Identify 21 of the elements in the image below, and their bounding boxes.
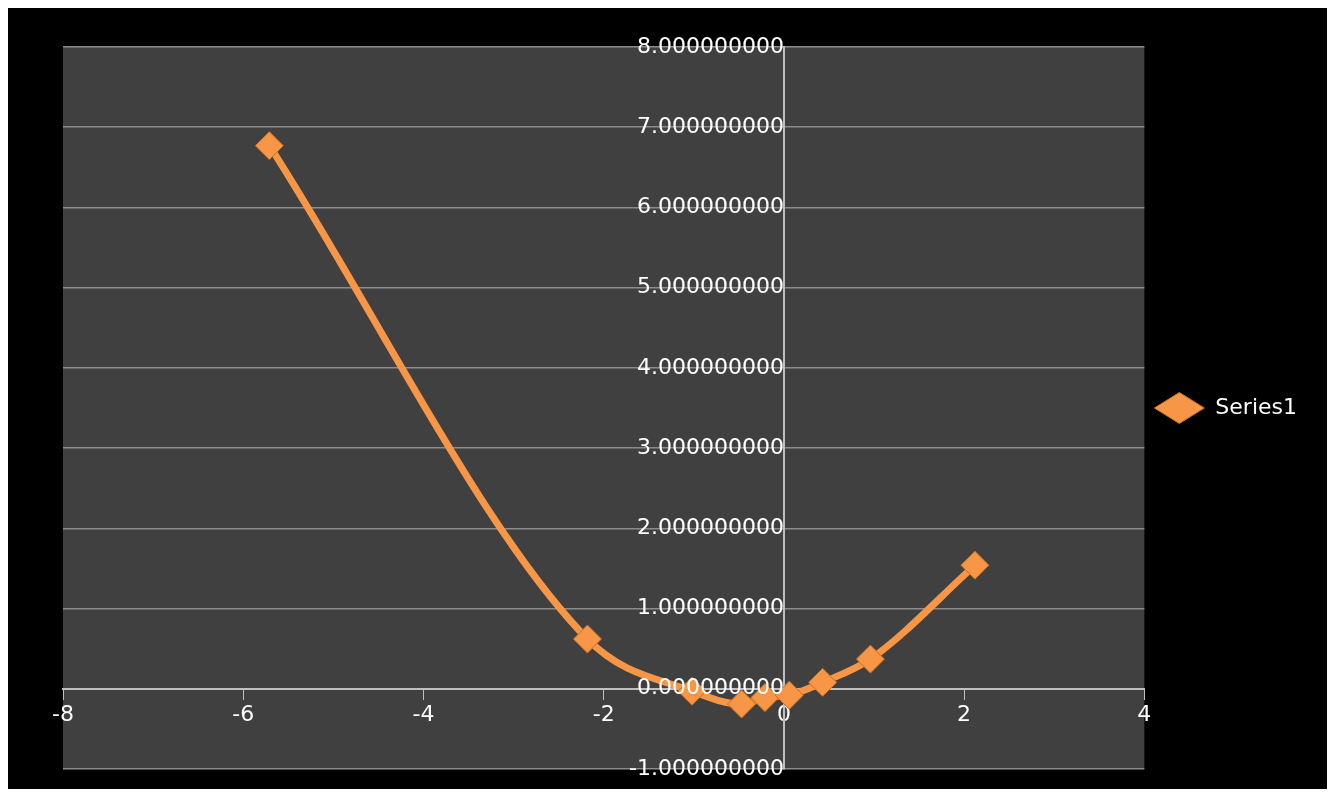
y-tick-label: 8.000000000 xyxy=(636,32,784,58)
point xyxy=(960,550,990,580)
y-tick-label: 1.000000000 xyxy=(636,594,784,620)
y-tick-label: 7.000000000 xyxy=(636,112,784,138)
y-tick-label: -1.000000000 xyxy=(628,754,784,780)
x-tick-label: 2 xyxy=(957,700,972,726)
x-tick-label: -4 xyxy=(412,700,435,726)
y-tick-label: 2.000000000 xyxy=(636,514,784,540)
y-tick-label: 6.000000000 xyxy=(636,193,784,219)
point xyxy=(254,131,284,161)
x-tick-label: -8 xyxy=(52,700,74,726)
y-tick-label: 4.000000000 xyxy=(636,353,784,379)
x-tick-label: -2 xyxy=(592,700,615,726)
point xyxy=(572,624,602,654)
point xyxy=(855,644,885,674)
y-tick-label: 3.000000000 xyxy=(636,433,784,459)
legend-label: Series1 xyxy=(1215,393,1297,419)
x-tick-label: 4 xyxy=(1137,700,1152,726)
x-tick-label: -6 xyxy=(232,700,255,726)
y-tick-label: 5.000000000 xyxy=(636,273,784,299)
point xyxy=(808,667,838,697)
